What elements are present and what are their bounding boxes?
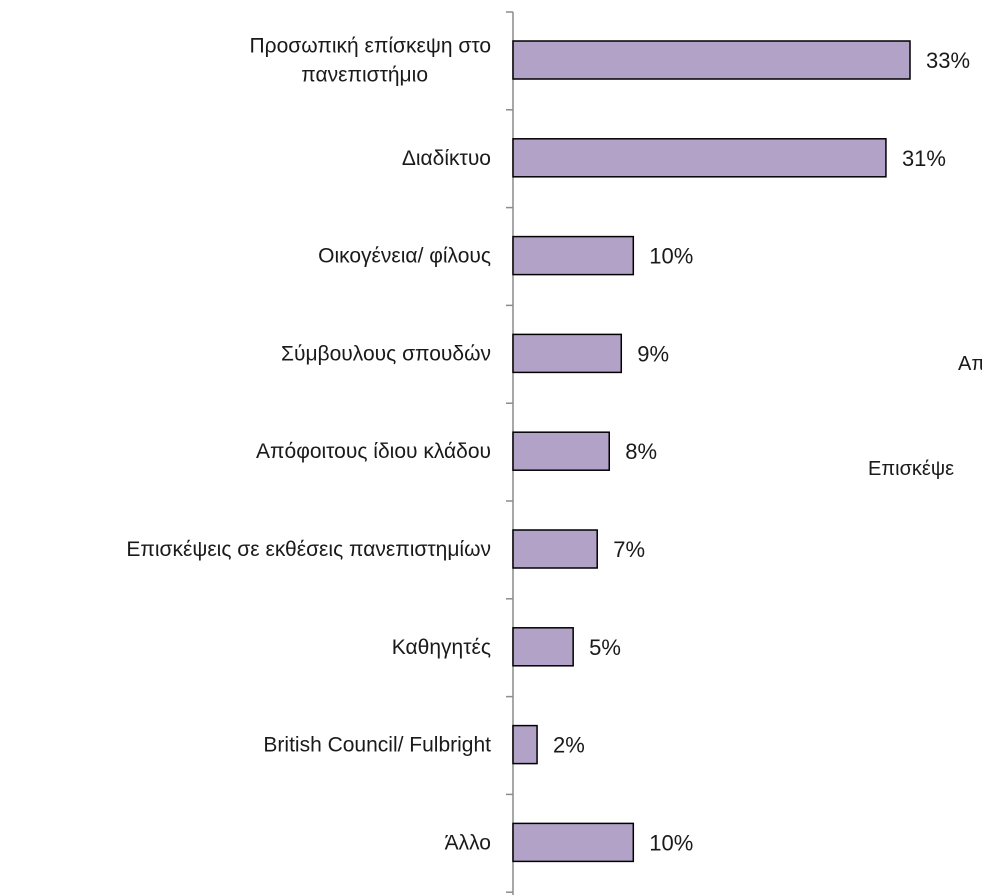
data-label: 10%	[649, 244, 693, 269]
data-label: 5%	[589, 635, 621, 660]
bar	[512, 822, 635, 863]
clipped-side-text: Επισκέψε	[868, 458, 954, 480]
category-label: Διαδίκτυο	[402, 147, 491, 170]
category-label: British Council/ Fulbright	[263, 734, 491, 757]
bar	[512, 235, 635, 276]
data-label: 33%	[926, 48, 970, 73]
data-label: 7%	[613, 537, 645, 562]
bar	[512, 138, 887, 178]
category-label: Οικογένεια/ φίλους	[318, 245, 491, 268]
category-label: Άλλο	[445, 831, 491, 854]
category-label: Επισκέψεις σε εκθέσεις πανεπιστημίων	[126, 538, 491, 561]
bar	[512, 724, 538, 765]
bar	[512, 333, 623, 374]
data-label: 2%	[553, 733, 585, 758]
bar	[512, 431, 610, 471]
category-label: Προσωπική επίσκεψη στο πανεπιστήμιο	[250, 35, 491, 87]
data-label: 10%	[649, 830, 693, 855]
data-label: 9%	[637, 341, 669, 366]
clipped-side-text: Απ	[958, 353, 982, 375]
category-label: Απόφοιτους ίδιου κλάδου	[256, 440, 491, 463]
bar	[512, 627, 574, 667]
category-label: Σύμβουλους σπουδών	[281, 342, 491, 365]
category-label: Καθηγητές	[392, 636, 491, 659]
bar	[512, 529, 598, 569]
bar	[512, 40, 911, 80]
data-label: 31%	[902, 146, 946, 171]
data-label: 8%	[625, 439, 657, 464]
